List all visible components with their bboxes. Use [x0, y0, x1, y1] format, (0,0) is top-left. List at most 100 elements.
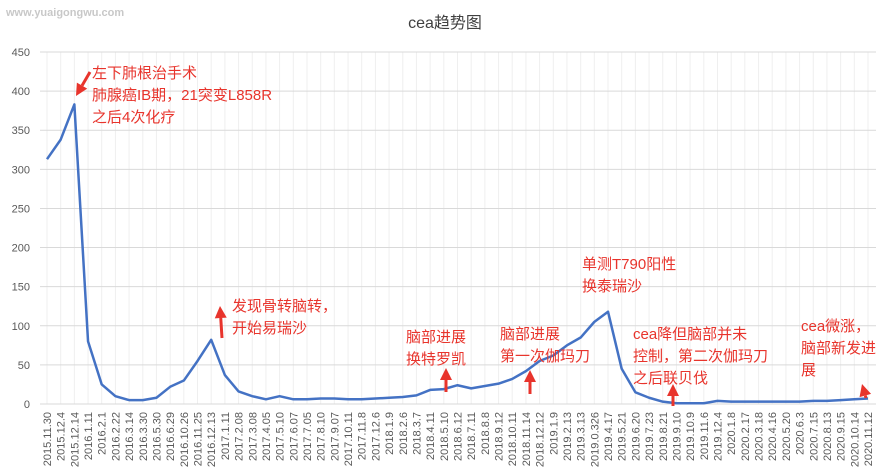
x-tick-label: 2019.11.6: [699, 412, 711, 460]
x-tick-label: 2018.1.9: [384, 412, 396, 455]
x-tick-label: 2018.2.6: [398, 412, 410, 455]
y-tick-label: 450: [12, 47, 30, 59]
x-tick-label: 2017.1.11: [220, 412, 232, 460]
watermark: www.yuaigongwu.com: [5, 7, 124, 19]
x-tick-label: 2017.9.07: [329, 412, 341, 461]
y-tick-label: 0: [24, 399, 30, 411]
x-tick-label: 2017.3.08: [247, 412, 259, 461]
arrow-shaft: [863, 395, 868, 399]
x-tick-label: 2020.9.15: [836, 412, 848, 461]
x-tick-label: 2018.5.10: [439, 412, 451, 461]
annotation: 控制，第二次伽玛刀: [633, 347, 768, 365]
annotation: 左下肺根治手术: [92, 65, 197, 82]
x-tick-label: 2019.6.20: [630, 412, 642, 461]
x-tick-label: 2019.8.21: [658, 412, 670, 461]
x-tick-label: 2020.10.14: [849, 412, 861, 467]
x-tick-label: 2019.5.21: [617, 412, 629, 461]
x-tick-label: 2016.11.25: [193, 412, 205, 466]
y-tick-label: 250: [12, 203, 30, 215]
arrow-head: [214, 306, 227, 319]
annotation: cea微涨，: [801, 318, 870, 335]
y-tick-label: 100: [12, 321, 30, 333]
x-tick-label: 2018.9.12: [494, 412, 506, 461]
annotation: 肺腺癌IB期，21突变L858R: [92, 87, 272, 104]
x-tick-label: 2016.5.30: [151, 412, 163, 461]
x-tick-label: 2019.1.9: [548, 412, 560, 455]
x-tick-label: 2020.6.3: [795, 412, 807, 455]
x-tick-label: 2017.6.07: [288, 412, 300, 461]
x-tick-label: 2018.4.11: [425, 412, 437, 460]
y-tick-label: 50: [18, 360, 30, 372]
x-tick-label: 2016.1.11: [83, 412, 95, 460]
y-tick-label: 150: [12, 282, 30, 294]
x-tick-label: 2015.12.4: [56, 412, 68, 461]
annotation: 脑部进展: [500, 326, 560, 343]
x-tick-label: 2020.11.12: [863, 412, 875, 466]
annotation: 之后联贝伐: [633, 370, 708, 387]
x-tick-label: 2018.3.7: [411, 412, 423, 455]
arrow-head: [859, 384, 872, 398]
annotation: 脑部进展: [406, 329, 466, 346]
x-tick-label: 2017.11.8: [357, 412, 369, 460]
x-tick-label: 2018.8.8: [480, 412, 492, 455]
x-tick-label: 2020.8.13: [822, 412, 834, 461]
x-tick-label: 2017.2.08: [234, 412, 246, 461]
x-tick-label: 2017.10.11: [343, 412, 355, 466]
y-tick-label: 200: [12, 243, 30, 255]
x-tick-label: 2017.8.10: [316, 412, 328, 461]
x-tick-label: 2020.4.16: [767, 412, 779, 461]
chart-title: cea趋势图: [408, 14, 482, 32]
x-tick-label: 2015.12.14: [69, 412, 81, 467]
arrow-head: [440, 368, 452, 380]
annotation: 脑部新发进: [801, 340, 876, 357]
annotation: 换特罗凯: [406, 351, 466, 368]
arrow-head: [524, 370, 536, 382]
x-tick-label: 2020.5.20: [781, 412, 793, 461]
arrow-head: [76, 82, 88, 96]
x-tick-label: 2016.2.1: [97, 412, 109, 455]
arrow-head: [667, 384, 679, 396]
x-tick-label: 2016.2.22: [110, 412, 122, 461]
annotation: 之后4次化疗: [92, 109, 175, 126]
x-tick-label: 2017.4.05: [261, 412, 273, 461]
x-tick-label: 2018.11.14: [521, 412, 533, 466]
arrow-shaft: [80, 71, 92, 87]
x-tick-label: 2018.10.11: [507, 412, 519, 466]
y-tick-label: 350: [12, 125, 30, 137]
x-tick-label: 2019.2.13: [562, 412, 574, 461]
x-tick-label: 2019.3.13: [576, 412, 588, 461]
x-tick-label: 2018.6.12: [453, 412, 465, 461]
x-tick-label: 2019.4.17: [603, 412, 615, 461]
x-tick-label: 2017.12.6: [370, 412, 382, 461]
y-tick-label: 400: [12, 86, 30, 98]
annotation: cea降但脑部并未: [633, 326, 747, 343]
x-tick-label: 2019.10.9: [685, 412, 697, 461]
arrow-shaft: [219, 317, 224, 339]
x-tick-label: 2019.0.326: [589, 412, 601, 467]
x-tick-label: 2018.12.12: [535, 412, 547, 467]
x-tick-label: 2016.12.13: [206, 412, 218, 467]
x-tick-label: 2015.11.30: [42, 412, 54, 466]
line-series: [45, 103, 869, 405]
x-tick-label: 2020.2.17: [740, 412, 752, 461]
x-tick-label: 2020.3.18: [754, 412, 766, 461]
annotation: 第一次伽玛刀: [500, 347, 590, 365]
x-tick-label: 2019.7.23: [644, 412, 656, 461]
y-tick-label: 300: [12, 164, 30, 176]
annotation: 开始易瑞沙: [232, 320, 307, 337]
x-tick-label: 2019.9.10: [671, 412, 683, 461]
x-tick-label: 2017.7.05: [302, 412, 314, 461]
x-tick-label: 2016.10.26: [179, 412, 191, 467]
annotation: 展: [801, 362, 816, 379]
x-tick-label: 2016.3.30: [138, 412, 150, 461]
x-tick-label: 2016.3.14: [124, 412, 136, 461]
annotation: 单测T790阳性: [582, 256, 676, 273]
x-tick-label: 2018.7.11: [466, 412, 478, 460]
x-tick-label: 2016.6.29: [165, 412, 177, 461]
x-tick-label: 2020.7.15: [808, 412, 820, 461]
annotation: 发现骨转脑转，: [232, 298, 337, 315]
x-tick-label: 2019.12.4: [712, 412, 724, 461]
x-tick-label: 2020.1.8: [726, 412, 738, 455]
annotation: 换泰瑞沙: [582, 278, 642, 295]
